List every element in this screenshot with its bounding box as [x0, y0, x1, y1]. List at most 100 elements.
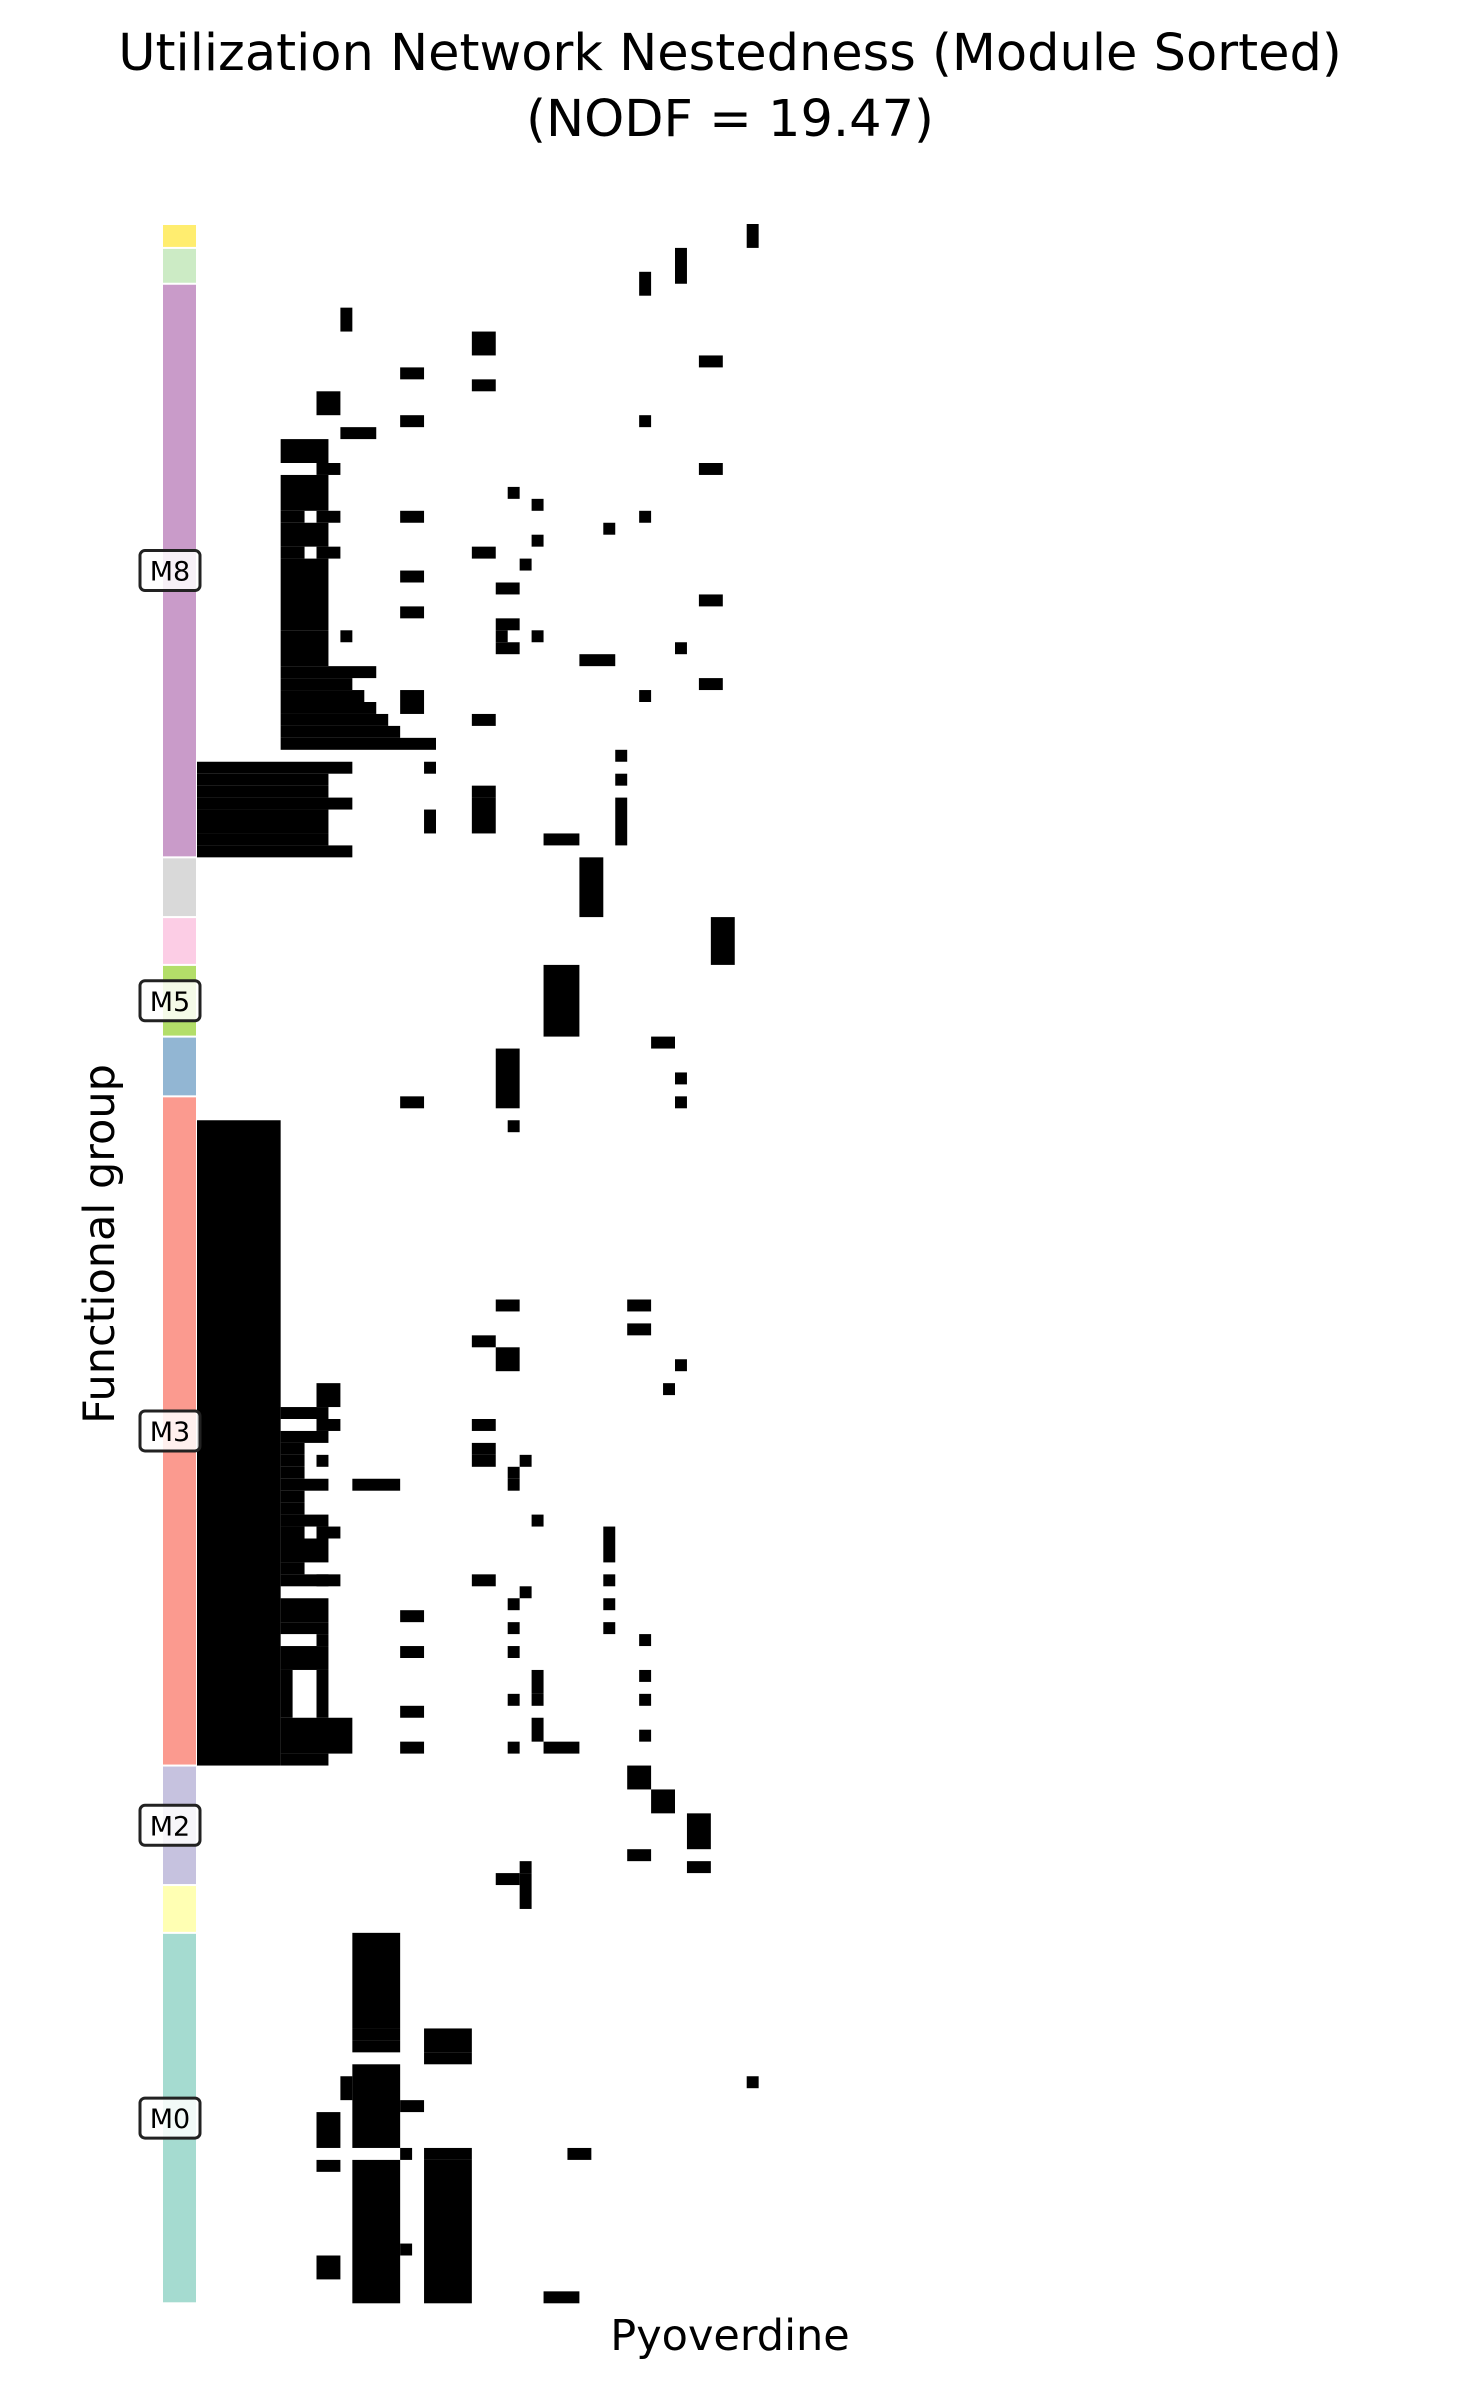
matrix-cell [424, 2159, 472, 2304]
matrix-cell [507, 1598, 520, 1611]
matrix-cell [400, 1741, 425, 1754]
matrix-cell [639, 510, 652, 523]
matrix-cell [424, 821, 436, 834]
matrix-cell [531, 534, 544, 547]
matrix-cell [400, 1096, 425, 1109]
matrix-cell [280, 558, 329, 631]
matrix-cell [316, 463, 341, 475]
module-tag: M5 [138, 979, 202, 1023]
matrix-cell [495, 1347, 520, 1372]
matrix-cell [280, 439, 329, 463]
matrix-cell [280, 1526, 305, 1539]
matrix-cell [316, 510, 341, 523]
matrix-cell [197, 773, 329, 786]
matrix-cell [352, 1478, 401, 1491]
matrix-cell [280, 713, 389, 726]
matrix-cell [280, 1466, 305, 1479]
matrix-cell [280, 690, 365, 702]
matrix-cell [495, 1299, 520, 1312]
matrix-cell [495, 642, 520, 655]
matrix-cell [579, 654, 616, 667]
matrix-cell [495, 1048, 520, 1109]
matrix-cell [627, 1849, 652, 1862]
matrix-cell [651, 1789, 675, 1814]
matrix-cell [400, 1610, 425, 1623]
matrix-cell [280, 737, 436, 750]
matrix-cell [280, 1478, 329, 1491]
matrix-cell [197, 761, 353, 774]
matrix-cell [340, 427, 377, 440]
matrix-cell [471, 546, 496, 559]
matrix-cell [507, 1466, 520, 1479]
matrix-cell [280, 1514, 329, 1527]
matrix-cell [316, 1669, 329, 1718]
matrix-cell [352, 2064, 401, 2136]
module-bar [163, 225, 196, 2303]
module-tag-label: M8 [150, 557, 190, 588]
module-tag-box [138, 1409, 202, 1453]
matrix-cell [280, 474, 329, 511]
module-band [163, 1886, 196, 1932]
matrix-cell [615, 797, 628, 822]
matrix-cell [495, 618, 520, 631]
matrix-cell [424, 2147, 472, 2160]
matrix-cell [424, 2052, 472, 2065]
matrix-cell [197, 1120, 281, 1766]
module-tag-label: M2 [150, 1811, 190, 1842]
matrix-cell [280, 678, 353, 691]
matrix-cell [471, 797, 496, 834]
matrix-cell [603, 1526, 616, 1563]
matrix-cell [698, 594, 723, 607]
matrix-cell [627, 1323, 652, 1336]
matrix-cell [316, 1658, 329, 1670]
matrix-cell [280, 1646, 329, 1658]
matrix-cell [316, 2255, 341, 2280]
matrix-cell [352, 2159, 401, 2304]
matrix-cell [352, 2136, 401, 2148]
module-band [163, 918, 196, 964]
matrix-cell [280, 1574, 329, 1587]
matrix-cell [280, 725, 401, 738]
matrix-cell [197, 809, 329, 822]
module-tag-box [138, 1803, 202, 1847]
matrix-cell [531, 1693, 544, 1706]
chart-subtitle: (NODF = 19.47) [526, 90, 934, 149]
matrix-cell [280, 1717, 353, 1754]
matrix-cell [531, 1669, 544, 1694]
matrix-cell [543, 1741, 580, 1754]
matrix-cell [197, 797, 353, 810]
matrix-cell [197, 821, 329, 834]
matrix-cell [639, 1634, 652, 1647]
matrix-cell [519, 558, 532, 571]
matrix-cell [280, 1598, 329, 1623]
matrix-cell [686, 1813, 711, 1850]
matrix-cell [280, 1622, 329, 1635]
matrix-cell [639, 1729, 652, 1742]
matrix-cell [603, 522, 616, 535]
matrix-cell [471, 713, 496, 726]
matrix-cell [400, 2100, 425, 2113]
module-tag: M3 [138, 1409, 202, 1453]
matrix-cell [639, 690, 652, 702]
matrix-cell [663, 1383, 675, 1396]
matrix-cell [531, 1717, 544, 1742]
module-band [163, 1037, 196, 1096]
matrix-cell [507, 1120, 520, 1133]
y-axis-label: Functional group [75, 1064, 125, 1424]
matrix-cell [400, 690, 425, 714]
matrix-cell [710, 917, 735, 965]
matrix-cell [615, 749, 628, 762]
matrix-cell [400, 1646, 425, 1658]
matrix-cell [519, 1861, 532, 1874]
matrix-cell [698, 355, 723, 368]
matrix-cell [531, 630, 544, 643]
matrix-cell [519, 1454, 532, 1467]
module-tag-label: M5 [150, 987, 190, 1018]
matrix-cell [675, 247, 687, 284]
matrix-cell [280, 1502, 305, 1515]
module-tag-label: M0 [150, 2104, 190, 2135]
matrix-cell [280, 1430, 329, 1443]
matrix-cell [316, 1526, 341, 1539]
matrix-cell [698, 678, 723, 691]
matrix-cell [197, 785, 329, 798]
